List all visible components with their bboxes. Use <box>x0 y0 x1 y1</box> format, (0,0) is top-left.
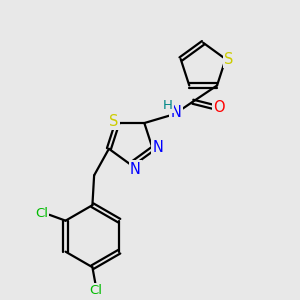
Text: N: N <box>153 140 164 155</box>
Text: S: S <box>224 52 234 67</box>
Text: N: N <box>171 105 182 120</box>
Text: N: N <box>130 162 141 177</box>
Text: Cl: Cl <box>89 284 102 297</box>
Text: S: S <box>109 114 118 129</box>
Text: Cl: Cl <box>35 207 48 220</box>
Text: H: H <box>163 99 173 112</box>
Text: O: O <box>214 100 225 115</box>
